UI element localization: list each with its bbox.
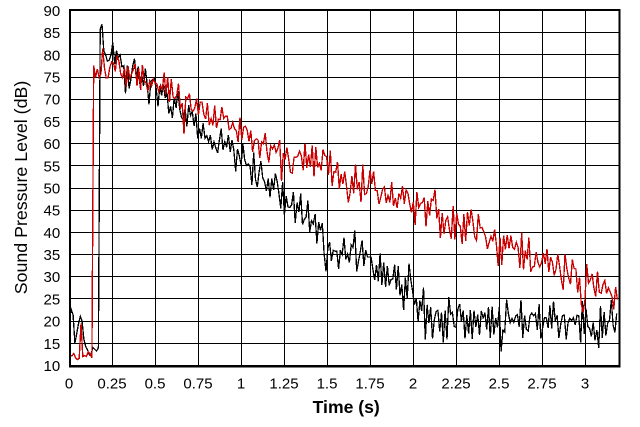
svg-text:2: 2 (409, 376, 417, 393)
svg-text:60: 60 (44, 136, 61, 153)
svg-text:2.5: 2.5 (489, 376, 510, 393)
svg-text:0.5: 0.5 (145, 376, 166, 393)
svg-text:55: 55 (44, 158, 61, 175)
svg-text:50: 50 (44, 180, 61, 197)
svg-text:2.75: 2.75 (527, 376, 556, 393)
svg-text:30: 30 (44, 269, 61, 286)
svg-text:65: 65 (44, 114, 61, 131)
svg-text:2.25: 2.25 (441, 376, 470, 393)
svg-text:90: 90 (44, 3, 61, 20)
svg-text:1.75: 1.75 (355, 376, 384, 393)
svg-text:85: 85 (44, 25, 61, 42)
svg-text:25: 25 (44, 291, 61, 308)
svg-text:15: 15 (44, 336, 61, 353)
svg-text:1.25: 1.25 (269, 376, 298, 393)
svg-text:70: 70 (44, 92, 61, 109)
svg-text:20: 20 (44, 314, 61, 331)
svg-text:1: 1 (237, 376, 245, 393)
svg-text:1.5: 1.5 (317, 376, 338, 393)
svg-text:Sound Pressure Level (dB): Sound Pressure Level (dB) (11, 81, 31, 295)
svg-text:80: 80 (44, 47, 61, 64)
svg-text:35: 35 (44, 247, 61, 264)
svg-text:40: 40 (44, 225, 61, 242)
svg-text:0.25: 0.25 (97, 376, 126, 393)
svg-text:10: 10 (44, 358, 61, 375)
svg-text:Time (s): Time (s) (313, 397, 380, 417)
svg-text:3: 3 (581, 376, 589, 393)
svg-text:0: 0 (65, 376, 73, 393)
svg-text:0.75: 0.75 (183, 376, 212, 393)
svg-text:45: 45 (44, 203, 61, 220)
svg-text:75: 75 (44, 70, 61, 87)
